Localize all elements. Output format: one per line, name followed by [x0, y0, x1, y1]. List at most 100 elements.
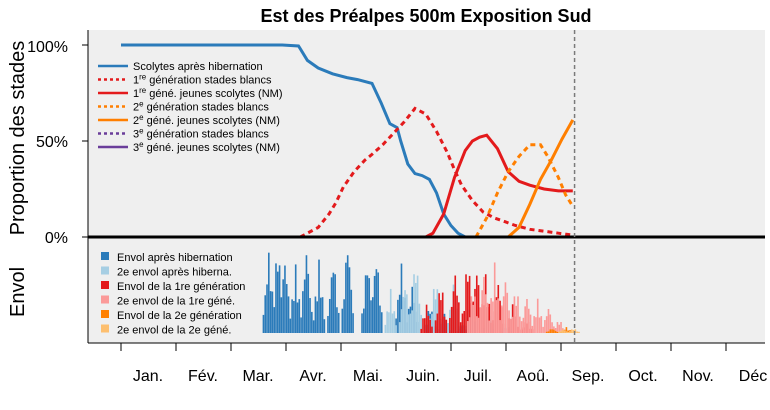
flight-bar — [345, 262, 347, 333]
flight-bar — [321, 297, 324, 333]
flight-bar — [388, 312, 390, 333]
x-tick-label: Fév. — [188, 368, 218, 385]
flight-bar — [397, 299, 399, 333]
x-tick-label: Déc — [739, 368, 767, 385]
flight-bar — [307, 273, 310, 333]
flight-bar — [547, 331, 550, 333]
flight-bar — [280, 297, 283, 333]
flight-bar — [285, 284, 288, 333]
flight-bar — [454, 275, 457, 333]
flight-bar — [407, 314, 410, 333]
flight-bar — [268, 252, 270, 333]
flight-bar — [438, 293, 440, 333]
flight-bar — [334, 274, 336, 333]
flight-bar — [400, 263, 403, 333]
flight-bar — [463, 310, 466, 333]
flight-bar — [558, 324, 561, 333]
flight-bar — [526, 298, 528, 333]
flight-bar — [287, 296, 290, 333]
flight-bar — [363, 308, 365, 333]
flight-bar — [569, 331, 571, 333]
flight-bar — [493, 262, 496, 333]
legend-bottom-swatch — [101, 266, 109, 275]
legend-bottom-label: 2e envol de la 1re géné. — [117, 296, 235, 308]
flight-bar — [431, 314, 433, 333]
flight-bar — [570, 329, 573, 333]
flight-bar — [563, 330, 566, 333]
flight-bar — [314, 296, 317, 333]
flight-bar — [538, 317, 541, 333]
flight-bar — [291, 299, 293, 333]
flight-bar — [330, 277, 333, 333]
flight-bar — [377, 272, 379, 333]
flight-bar — [276, 271, 279, 333]
flight-bar — [567, 330, 570, 333]
flight-bar — [379, 305, 381, 333]
flight-bar — [289, 318, 292, 333]
flight-bar — [371, 297, 374, 333]
flight-bar — [515, 305, 518, 333]
flight-bar — [468, 317, 471, 333]
flight-bar — [393, 311, 396, 333]
flight-bar — [492, 301, 494, 333]
flight-bar — [316, 301, 319, 333]
flight-bars — [262, 252, 580, 333]
flight-bar — [375, 269, 378, 333]
x-tick-label: Jan. — [133, 368, 163, 385]
flight-bar — [565, 327, 568, 333]
series-line — [299, 106, 573, 239]
flight-bar — [409, 313, 412, 333]
flight-bar — [549, 329, 552, 333]
x-tick-label: Sep. — [572, 368, 605, 385]
flight-bar — [490, 298, 492, 333]
legend-bottom-swatch — [101, 252, 109, 260]
series-line — [425, 133, 573, 239]
legend-bottom-label: Envol de la 1re génération — [117, 281, 245, 293]
x-tick-label: Mar. — [242, 368, 273, 385]
flight-bar — [269, 291, 272, 333]
flight-bar — [567, 331, 570, 333]
flight-bar — [529, 314, 532, 333]
flight-bar — [303, 279, 306, 333]
flight-bar — [513, 296, 516, 333]
flight-bar — [343, 299, 345, 333]
flight-bar — [350, 289, 353, 333]
legend-bottom-swatch — [101, 324, 109, 333]
flight-bar — [406, 294, 408, 333]
flight-bar — [465, 274, 467, 333]
flight-bar — [443, 316, 446, 333]
flight-bar — [282, 279, 284, 333]
series-line — [121, 43, 466, 239]
legend-top-label: 3e géné. jeunes scolytes (NM) — [133, 140, 280, 154]
flight-bar — [400, 309, 403, 333]
flight-bar — [501, 305, 503, 333]
flight-bar — [475, 275, 478, 333]
flight-bar — [337, 312, 340, 333]
flight-bar — [511, 316, 514, 333]
flight-bar — [447, 323, 449, 333]
flight-bar — [436, 313, 439, 333]
flight-bar — [436, 289, 439, 333]
flight-bar — [565, 331, 568, 333]
flight-bar — [296, 302, 299, 333]
flight-bar — [527, 308, 530, 333]
flight-bar — [427, 315, 430, 333]
flight-bar — [504, 282, 507, 333]
legend-top-label: 2e génération stades blancs — [133, 100, 269, 114]
legend-bottom-swatch — [101, 295, 109, 304]
flight-bar — [411, 286, 414, 333]
x-tick-label: Aoû. — [517, 368, 550, 385]
flight-bar — [366, 275, 369, 333]
flight-bar — [522, 317, 525, 333]
flight-bar — [450, 306, 453, 333]
flight-bar — [341, 308, 344, 333]
flight-bar — [510, 318, 512, 333]
flight-bar — [556, 331, 559, 333]
flight-bar — [386, 311, 388, 333]
flight-bar — [531, 325, 534, 333]
flight-bar — [540, 316, 543, 333]
flight-bar — [459, 322, 462, 333]
legend-bottom-swatch — [101, 310, 109, 318]
